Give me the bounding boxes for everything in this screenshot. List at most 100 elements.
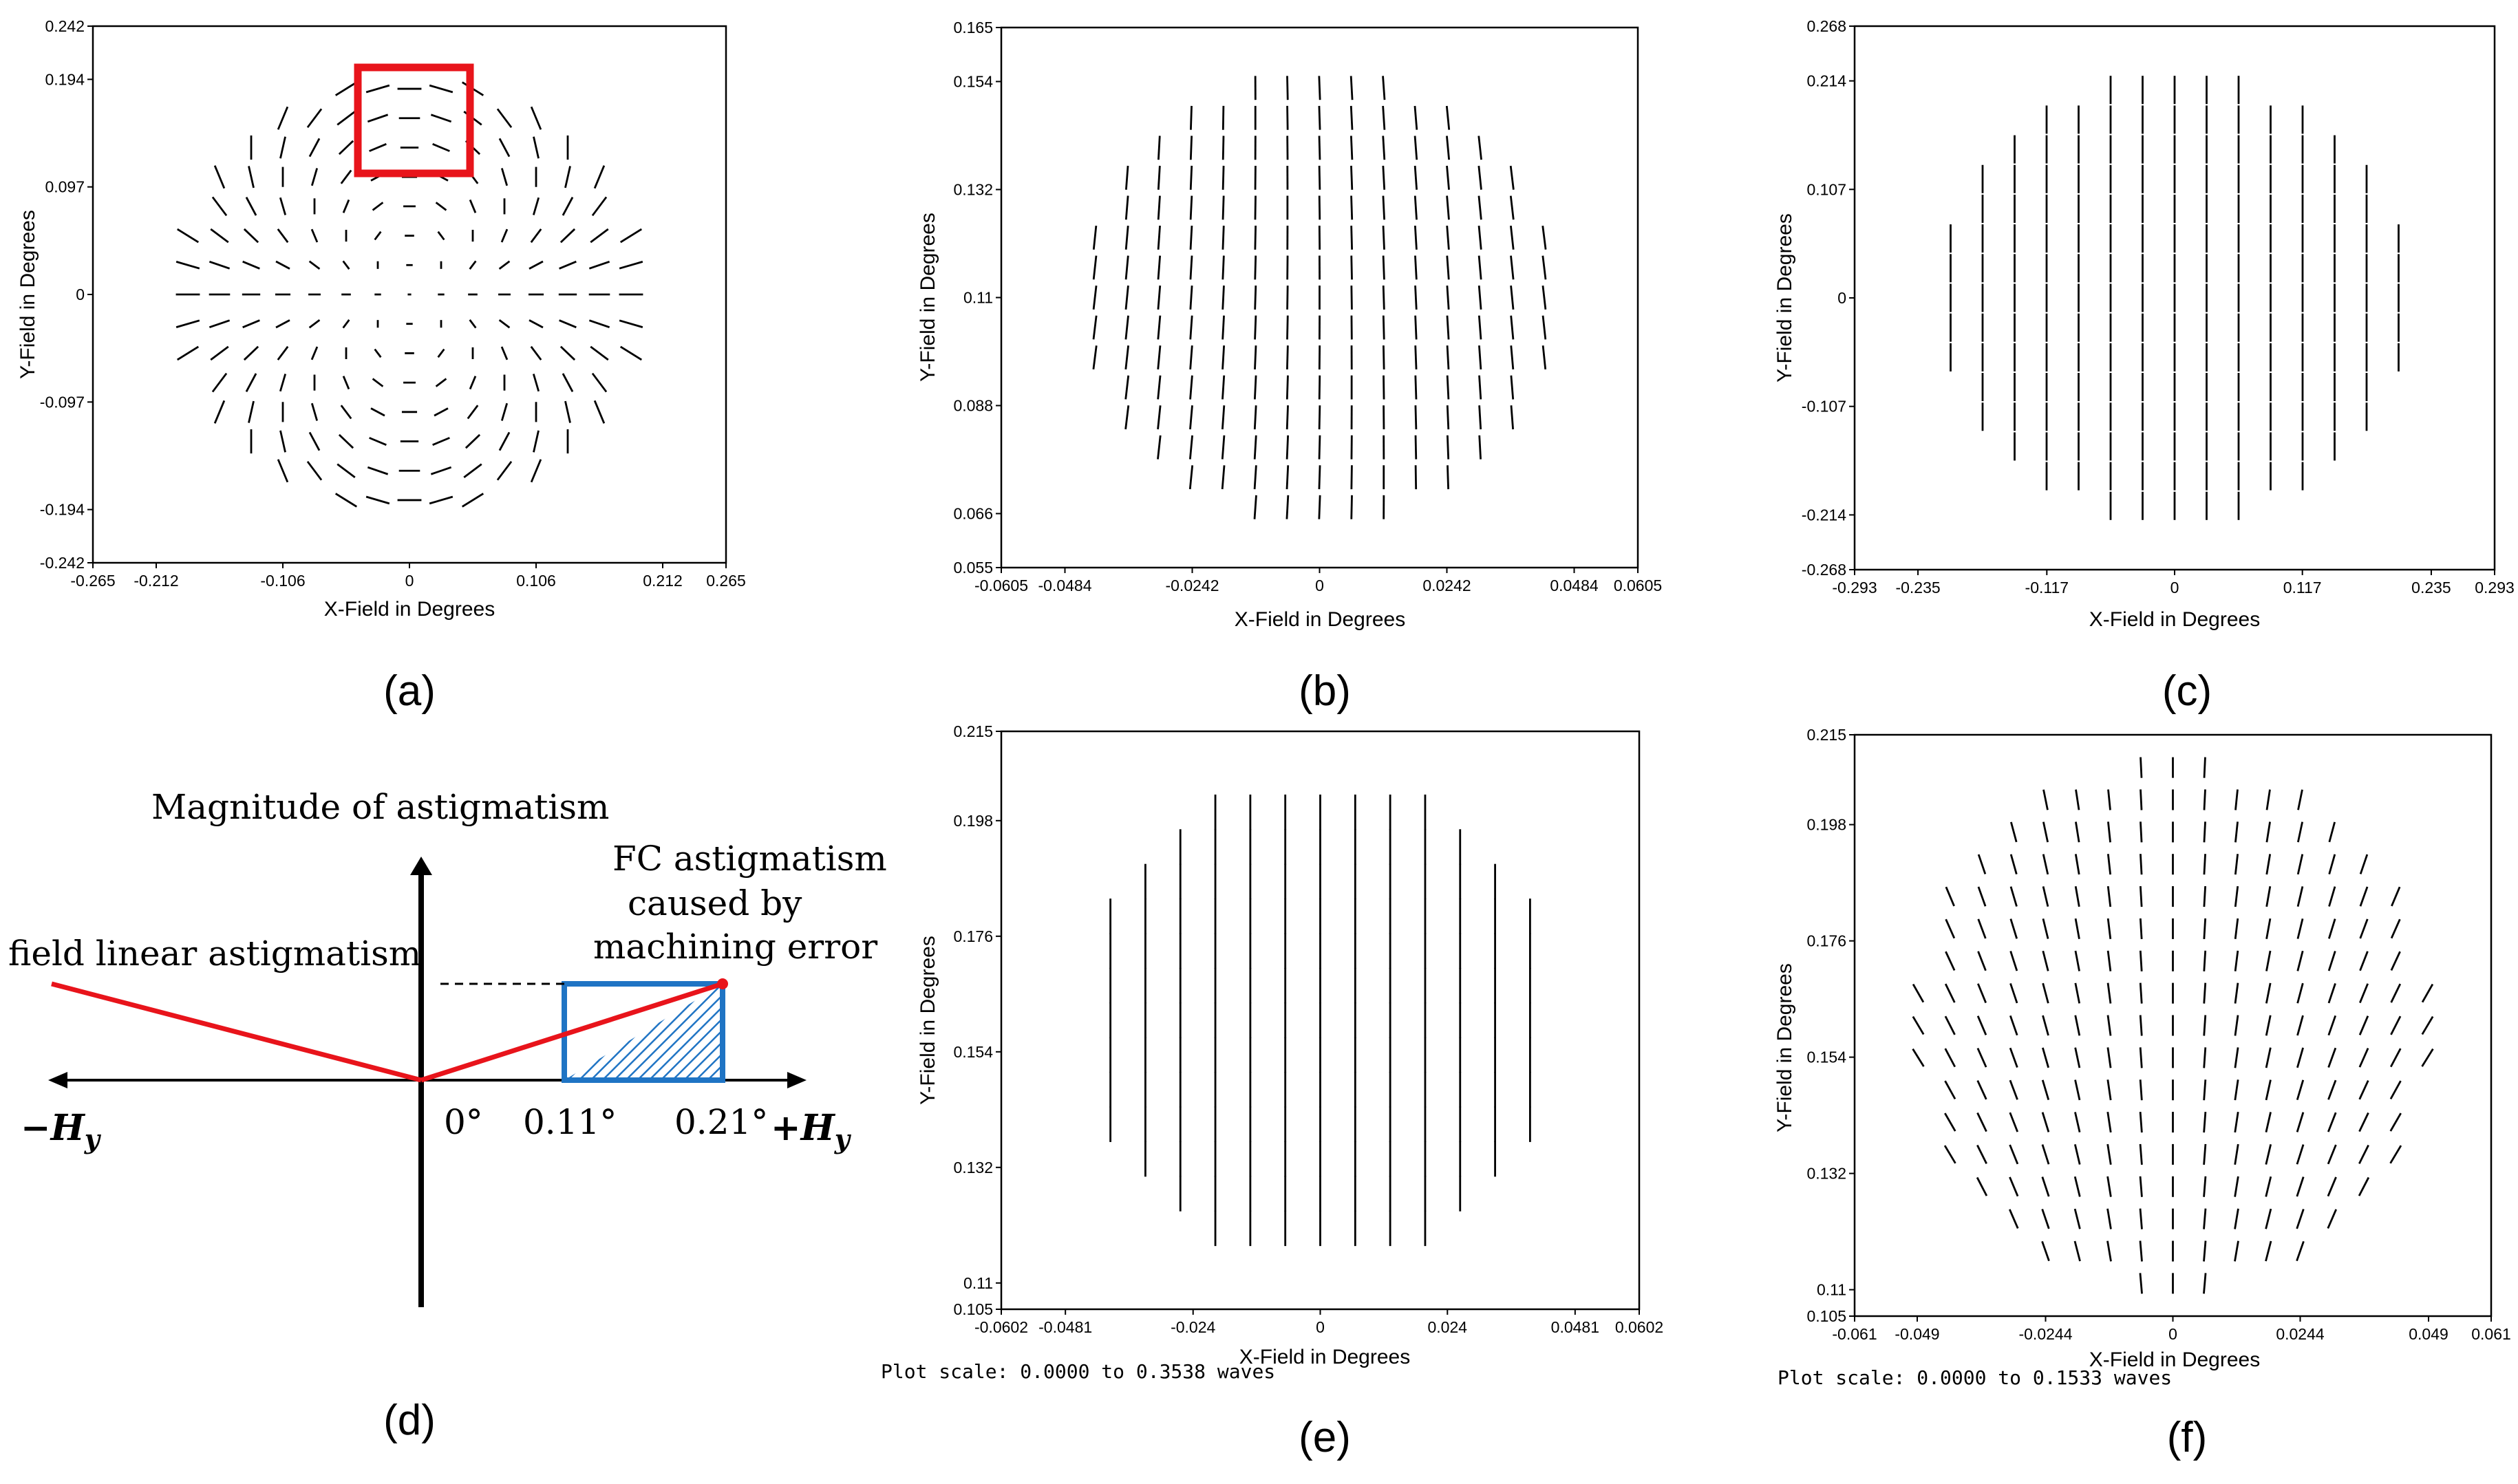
plot-b-ytick-label: 0.165 xyxy=(953,19,993,36)
plot-f-field-segment xyxy=(2421,983,2434,1003)
plot-f-field-segment xyxy=(2139,1240,2143,1262)
plot-b-field-segment xyxy=(1510,255,1515,280)
plot-a-field-segment xyxy=(248,166,255,189)
plot-f-field-segment xyxy=(2296,982,2304,1004)
plot-f-field-segment xyxy=(2297,821,2303,843)
plot-b-field-segment xyxy=(1318,465,1321,490)
plot-f-field-segment xyxy=(2327,1015,2337,1036)
plot-e-scale-note: Plot scale: 0.0000 to 0.3538 waves xyxy=(881,1360,1275,1383)
plot-a-field-segment xyxy=(500,402,509,421)
plot-a-field-segment xyxy=(432,437,450,446)
plot-b-field-segment xyxy=(1285,405,1289,430)
plot-f-field-segment xyxy=(2074,886,2080,907)
plot-a-xlabel: X-Field in Degrees xyxy=(324,598,495,621)
plot-a-field-segment xyxy=(310,168,319,186)
plot-b-field-segment xyxy=(1509,195,1515,220)
plot-f-field-segment xyxy=(1943,1145,1956,1164)
plot-b-xtick-label: -0.0484 xyxy=(1038,577,1091,594)
plot-c-ytick-label: 0 xyxy=(1837,289,1846,307)
panel-label-a: (a) xyxy=(383,667,436,715)
plot-b-field-segment xyxy=(1478,435,1482,460)
plot-b: -0.0605 -0.0484 -0.0242 0 0.0242 0.0484 0.0605… xyxy=(917,19,1662,715)
plot-b-field-segment xyxy=(1253,435,1257,460)
plot-f-field-segment xyxy=(2296,1015,2304,1036)
plot-f-field-segment xyxy=(2265,789,2271,810)
plot-a-field-segment xyxy=(498,319,511,329)
plot-c-xtick-label: 0.293 xyxy=(2475,579,2515,596)
plot-b-field-segment xyxy=(1414,315,1418,340)
plot-f-field-segment xyxy=(2203,789,2206,810)
plot-f-field-segment xyxy=(2265,886,2272,907)
plot-f-field-segment xyxy=(2139,1143,2143,1165)
d-tick-011: 0.11° xyxy=(523,1102,617,1142)
plot-f-field-segment xyxy=(2234,1240,2239,1262)
plot-c-segments xyxy=(1950,76,2400,520)
plot-a-field-segment xyxy=(434,407,449,417)
plot-f-field-segment xyxy=(2009,886,2018,907)
plot-a-field-segment xyxy=(213,400,226,424)
plot-f-xtick-label: 0.049 xyxy=(2409,1325,2448,1343)
plot-a-field-segment xyxy=(176,228,200,244)
plot-f-field-segment xyxy=(2234,918,2239,940)
plot-a-field-segment xyxy=(469,199,477,213)
plot-a-field-segment xyxy=(530,106,542,130)
plot-f-field-segment xyxy=(2074,1112,2081,1133)
plot-f-field-segment xyxy=(2041,1112,2050,1132)
plot-b-field-segment xyxy=(1285,345,1289,370)
d-hatched-region xyxy=(564,984,723,1080)
plot-b-ylabel: Y-Field in Degrees xyxy=(917,213,939,382)
plot-a-field-segment xyxy=(243,345,259,361)
plot-b-field-segment xyxy=(1221,465,1226,490)
plot-b-field-segment xyxy=(1413,165,1418,190)
plot-b-field-segment xyxy=(1285,495,1290,519)
plot-f-field-segment xyxy=(1944,1080,1956,1100)
plot-a-field-segment xyxy=(211,196,228,217)
plot-f-field-segment xyxy=(2074,854,2080,875)
plot-a-ytick-label: 0.097 xyxy=(45,178,85,196)
plot-e-segments xyxy=(1109,794,1531,1247)
plot-a-field-segment xyxy=(334,493,358,508)
plot-f-field-segment xyxy=(1945,886,1955,907)
d-x-axis-right-arrowhead xyxy=(787,1072,807,1088)
plot-f-field-segment xyxy=(2234,854,2239,875)
plot-b-field-segment xyxy=(1478,345,1482,370)
plot-f-field-segment xyxy=(2265,1240,2272,1262)
plot-b-field-segment xyxy=(1221,405,1226,430)
plot-f-field-segment xyxy=(2041,1208,2050,1229)
plot-b-field-segment xyxy=(1189,165,1193,190)
diagram-d: Magnitude of astigmatism field linear as… xyxy=(8,787,887,1444)
plot-a-field-segment xyxy=(275,260,290,270)
plot-f-field-segment xyxy=(2265,982,2272,1004)
plot-f-field-segment xyxy=(2234,1143,2239,1165)
plot-a-ytick-label: 0.194 xyxy=(45,70,85,88)
plot-b-field-segment xyxy=(1221,435,1226,460)
plot-f-field-segment xyxy=(2074,1047,2081,1068)
plot-b-field-segment xyxy=(1446,165,1450,190)
plot-c-yticks: 0.268 0.214 0.107 0 -0.107 -0.214 -0.268 xyxy=(1802,17,1855,579)
plot-b-field-segment xyxy=(1447,465,1449,490)
plot-f-field-segment xyxy=(2106,982,2112,1004)
plot-b-field-segment xyxy=(1510,315,1515,340)
plot-a-field-segment xyxy=(461,493,484,508)
plot-b-field-segment xyxy=(1124,255,1129,280)
plot-f-field-segment xyxy=(2358,1048,2369,1068)
plot-b-xtick-label: 0.0605 xyxy=(1614,577,1662,594)
plot-b-field-segment xyxy=(1349,136,1354,160)
plot-b-field-segment xyxy=(1318,165,1321,190)
plot-b-field-segment xyxy=(1157,435,1162,460)
plot-b-field-segment xyxy=(1189,315,1193,340)
plot-f-field-segment xyxy=(2009,854,2018,875)
plot-f-field-segment xyxy=(2074,982,2081,1004)
plot-f-field-segment xyxy=(2010,821,2018,843)
plot-b-field-segment xyxy=(1382,345,1385,370)
plot-a-field-segment xyxy=(435,378,447,387)
plot-f-field-segment xyxy=(2075,789,2080,810)
plot-f-field-segment xyxy=(2234,1079,2239,1101)
plot-b-field-segment xyxy=(1221,105,1225,130)
plot-b-field-segment xyxy=(1477,286,1482,310)
plot-f-field-segment xyxy=(1944,1112,1956,1132)
plot-a-field-segment xyxy=(248,400,255,423)
plot-f-field-segment xyxy=(1912,983,1925,1003)
plot-b-field-segment xyxy=(1189,405,1193,430)
